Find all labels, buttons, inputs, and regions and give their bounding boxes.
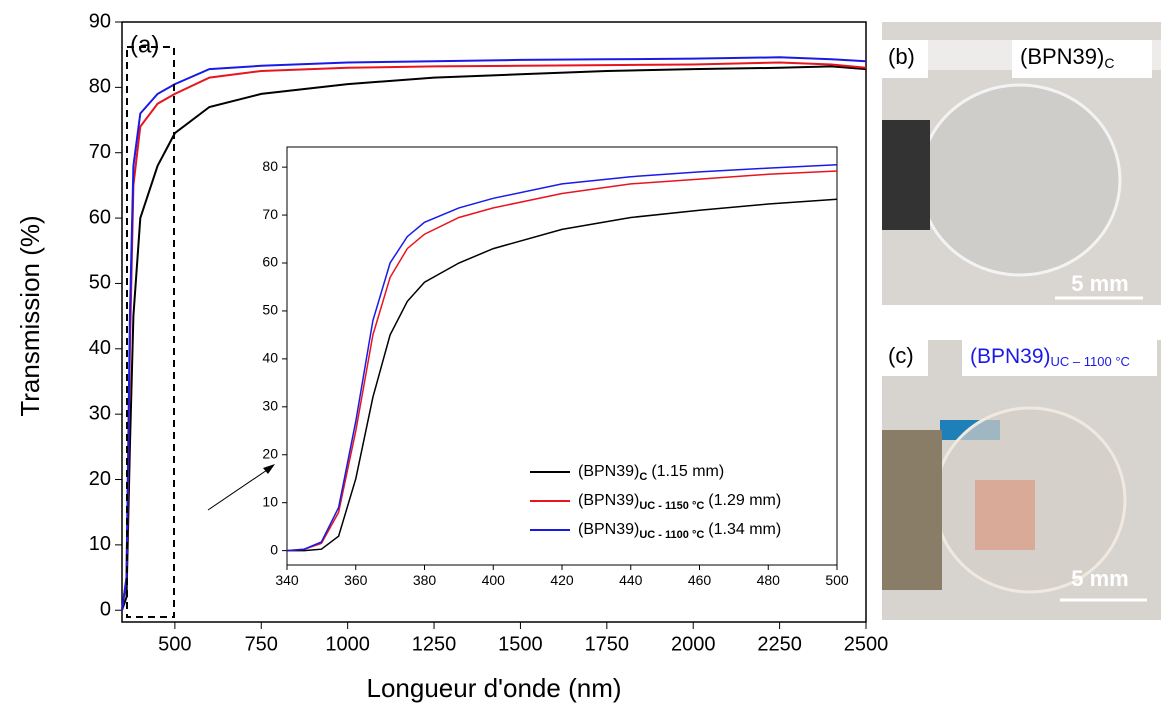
x-tick-label: 420	[550, 572, 574, 588]
y-tick-label: 90	[89, 10, 111, 32]
legend-name: (BPN39)	[578, 492, 639, 509]
y-tick-label: 50	[89, 272, 111, 294]
legend-subscript: UC - 1150 °C	[639, 500, 704, 512]
x-tick-label: 1000	[325, 633, 370, 655]
x-tick-label: 360	[344, 572, 368, 588]
x-tick-label: 480	[757, 572, 781, 588]
series-line	[286, 163, 838, 552]
caption-sub: C	[1104, 55, 1114, 71]
scale-label: 5 mm	[1071, 271, 1128, 296]
x-tick-label: 460	[688, 572, 712, 588]
y-tick-label: 20	[262, 445, 278, 461]
x-tick-label: 380	[413, 572, 437, 588]
photo-b: 5 mm (b) (BPN39)C	[882, 22, 1161, 305]
panel-label: (c)	[888, 343, 914, 368]
y-tick-label: 0	[100, 599, 111, 621]
y-tick-label: 40	[262, 350, 278, 366]
legend-name: (BPN39)	[578, 521, 639, 538]
x-tick-label: 440	[619, 572, 643, 588]
y-tick-label: 30	[89, 402, 111, 424]
panel-caption: (BPN39)C	[1020, 44, 1114, 71]
caption-sub: UC – 1100 °C	[1051, 354, 1130, 369]
caption-main: (BPN39)	[1020, 44, 1104, 69]
y-axis-label: Transmission (%)	[15, 215, 45, 416]
sample-disc	[918, 83, 1122, 277]
legend-subscript: UC - 1100 °C	[639, 529, 704, 541]
panel-label: (b)	[888, 44, 915, 69]
x-tick-label: 2500	[844, 633, 889, 655]
x-tick-label: 1500	[498, 633, 543, 655]
inset-plot-area	[286, 146, 838, 566]
series-line	[121, 65, 867, 611]
y-tick-label: 50	[262, 302, 278, 318]
legend-thickness: (1.34 mm)	[708, 521, 781, 538]
y-tick-label: 60	[262, 254, 278, 270]
legend-name: (BPN39)	[578, 463, 639, 480]
y-tick-label: 70	[89, 141, 111, 163]
panel-caption: (BPN39)UC – 1100 °C	[970, 345, 1130, 370]
legend-label: (BPN39)C (1.15 mm)	[578, 463, 724, 483]
x-tick-label: 2250	[757, 633, 802, 655]
series-line	[287, 198, 838, 552]
caption-main: (BPN39)	[970, 345, 1051, 368]
label-box	[882, 340, 928, 376]
x-tick-label: 340	[275, 572, 299, 588]
x-tick-label: 1250	[412, 633, 457, 655]
x-tick-label: 400	[482, 572, 506, 588]
scale-label: 5 mm	[1071, 566, 1128, 591]
x-tick-label: 500	[158, 633, 191, 655]
y-tick-label: 0	[270, 541, 278, 557]
arrow	[207, 467, 271, 511]
y-tick-label: 10	[89, 533, 111, 555]
label-box	[1012, 40, 1152, 78]
label-box	[962, 340, 1157, 376]
x-tick-label: 1750	[585, 633, 630, 655]
legend-thickness: (1.29 mm)	[708, 492, 781, 509]
legend-label: (BPN39)UC - 1100 °C (1.34 mm)	[578, 521, 781, 541]
y-tick-label: 40	[89, 337, 111, 359]
x-axis-label: Longueur d'onde (nm)	[366, 673, 621, 703]
series-line	[121, 56, 867, 611]
legend-thickness: (1.15 mm)	[651, 463, 724, 480]
photo-c: 5 mm (c) (BPN39)UC – 1100 °C	[882, 340, 1161, 620]
arrow-head	[263, 464, 275, 474]
sample-disc	[933, 406, 1127, 594]
x-tick-label: 2000	[671, 633, 716, 655]
panel-annotation: (a)	[130, 31, 159, 58]
y-tick-label: 30	[262, 398, 278, 414]
y-tick-label: 70	[262, 206, 278, 222]
series-line	[286, 170, 838, 552]
x-tick-label: 500	[825, 572, 849, 588]
legend-subscript: C	[639, 471, 647, 483]
clamp	[882, 120, 930, 230]
y-tick-label: 60	[89, 206, 111, 228]
label-box	[882, 40, 928, 78]
y-tick-label: 80	[89, 76, 111, 98]
y-tick-label: 80	[262, 158, 278, 174]
legend-label: (BPN39)UC - 1150 °C (1.29 mm)	[578, 492, 781, 512]
clamp	[882, 430, 942, 590]
x-tick-label: 750	[245, 633, 278, 655]
y-tick-label: 10	[262, 493, 278, 509]
zoom-region	[126, 46, 175, 618]
y-tick-label: 20	[89, 468, 111, 490]
